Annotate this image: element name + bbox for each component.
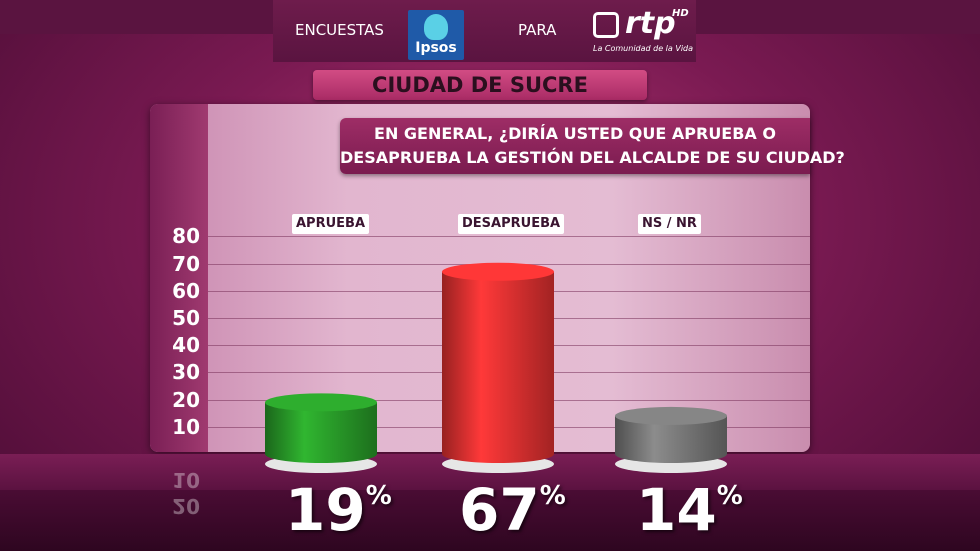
bar-nsnr [615, 415, 727, 463]
bar-nsnr-top [615, 406, 727, 425]
value-label-aprueba: 19% [285, 476, 392, 544]
bar-aprueba [265, 402, 377, 463]
value-label-desaprueba: 67% [459, 476, 566, 544]
rtp-grid-icon [593, 12, 619, 38]
y-tick-label: 50 [172, 306, 200, 330]
bar-aprueba-top [265, 393, 377, 412]
y-tick-label: 70 [172, 251, 200, 276]
y-tick-label: 40 [172, 333, 200, 358]
y-tick-label: 20 [172, 387, 200, 412]
y-axis-strip [150, 104, 208, 452]
question-box: EN GENERAL, ¿DIRÍA USTED QUE APRUEBA O D… [340, 118, 845, 174]
header-panel [273, 0, 696, 62]
ipsos-logo-text: Ipsos [415, 40, 457, 56]
value-label-nsnr: 14% [636, 476, 743, 544]
y-tick-label: 30 [172, 360, 200, 385]
ipsos-logo: Ipsos [408, 10, 464, 60]
y-tick-label: 10 [172, 414, 200, 439]
rtp-logo: rtp HD La Comunidad de la Vida [593, 6, 703, 58]
city-title: CIUDAD DE SUCRE [313, 70, 647, 100]
y-tick-label: 60 [172, 278, 200, 303]
grid-line [208, 236, 810, 238]
question-line-2: DESAPRUEBA LA GESTIÓN DEL ALCALDE DE SU … [340, 148, 845, 167]
ipsos-head-icon [424, 14, 448, 40]
header-left-text: ENCUESTAS [295, 21, 384, 39]
rtp-hd-badge: HD [672, 8, 689, 19]
bar-desaprueba [442, 271, 554, 463]
rtp-logo-text: rtp [625, 6, 676, 41]
category-label-aprueba: APRUEBA [292, 214, 370, 234]
category-label-desaprueba: DESAPRUEBA [458, 214, 565, 234]
bottom-band [0, 490, 980, 551]
rtp-tagline: La Comunidad de la Vida [593, 44, 694, 53]
y-tick-label: 80 [172, 224, 200, 249]
bar-desaprueba-top [442, 262, 554, 281]
category-label-nsnr: NS / NR [638, 214, 701, 234]
question-line-1: EN GENERAL, ¿DIRÍA USTED QUE APRUEBA O [374, 124, 776, 143]
header-middle-text: PARA [518, 21, 557, 39]
